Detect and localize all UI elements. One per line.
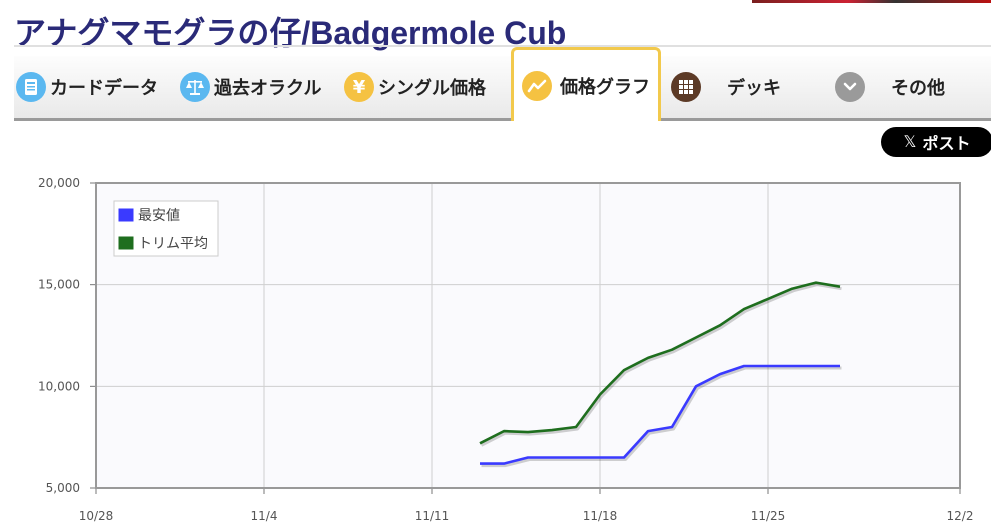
x-tick-label: 12/2 — [947, 509, 974, 523]
plot-frame — [95, 182, 961, 489]
tab-label: シングル価格 — [378, 78, 486, 98]
plot-area — [96, 183, 960, 488]
tab-label: 価格グラフ — [560, 76, 650, 97]
tab-past-oracle[interactable]: 過去オラクル — [180, 56, 321, 118]
tab-label: デッキ — [727, 78, 781, 98]
x-post-label: ポスト — [922, 136, 971, 153]
card-data-icon — [16, 72, 46, 102]
x-tick-label: 11/4 — [251, 509, 278, 523]
x-tick-label: 10/28 — [79, 509, 114, 523]
series-line-lowest-price — [480, 364, 840, 465]
series-shadow — [480, 283, 842, 447]
yen-icon: ¥ — [344, 72, 374, 102]
tab-single-price[interactable]: ¥ シングル価格 — [344, 56, 486, 118]
y-tick-label: 10,000 — [38, 379, 80, 393]
price-chart: 10/28 11/4 11/11 11/18 11/25 12/2 5,000 10,000 1… — [38, 176, 974, 523]
chevron-down-icon — [835, 72, 865, 102]
tab-other[interactable]: その他 — [835, 56, 945, 118]
nav-bar: カードデータ 過去オラクル ¥ シングル価格 価格グラフ デッキ — [14, 47, 991, 121]
x-tick-label: 11/25 — [751, 509, 786, 523]
legend-label: トリム平均 — [138, 236, 208, 252]
series-shadow — [481, 366, 842, 468]
legend-swatch — [117, 207, 135, 223]
y-tick-label: 5,000 — [46, 481, 80, 495]
tab-label: 過去オラクル — [214, 78, 322, 98]
y-tick-label: 20,000 — [38, 176, 80, 190]
tab-deck[interactable]: デッキ — [671, 56, 781, 118]
tab-label: その他 — [891, 78, 945, 98]
y-tick-label: 15,000 — [38, 278, 80, 292]
legend-swatch — [117, 235, 135, 251]
legend-label: 最安値 — [138, 208, 180, 224]
tab-card-data[interactable]: カードデータ — [16, 56, 158, 118]
page-title: アナグマモグラの仔/Badgermole Cub — [14, 15, 567, 51]
x-tick-label: 11/18 — [583, 509, 618, 523]
x-post-button[interactable]: 𝕏 ポスト — [881, 127, 991, 157]
tab-price-graph[interactable]: 価格グラフ — [511, 47, 661, 121]
grid-icon — [671, 72, 701, 102]
line-graph-icon — [522, 70, 552, 101]
banner-strip — [752, 0, 991, 3]
tab-label: カードデータ — [50, 78, 158, 98]
series-line-trimmed-mean — [479, 281, 841, 445]
x-logo-icon: 𝕏 — [903, 134, 917, 151]
scales-icon — [180, 72, 210, 102]
x-tick-label: 11/11 — [415, 509, 450, 523]
title-divider — [14, 45, 991, 47]
